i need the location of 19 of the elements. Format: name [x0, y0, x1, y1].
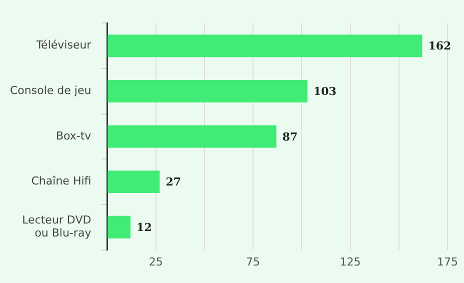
y-tick-label: Console de jeu: [10, 84, 92, 98]
data-label: 87: [282, 130, 298, 144]
bar: [108, 125, 276, 148]
x-tick-label: 125: [340, 255, 361, 268]
x-tick-label: 75: [246, 255, 260, 268]
x-tick-label: 25: [148, 255, 163, 268]
y-tick-label: Chaîne Hifi: [31, 174, 92, 188]
data-label: 162: [428, 40, 452, 53]
x-tick-label: 175: [437, 255, 458, 268]
y-tick-label: Lecteur DVD ou Blu-ray: [22, 213, 92, 240]
bar: [108, 34, 422, 58]
data-label: 103: [313, 85, 336, 98]
y-tick-label: Box-tv: [56, 129, 92, 142]
data-label: 27: [166, 176, 182, 189]
y-tick-label: Téléviseur: [35, 38, 92, 52]
bar: [108, 170, 160, 194]
data-label: 12: [136, 221, 152, 234]
bar: [108, 80, 308, 102]
bar: [108, 216, 131, 238]
